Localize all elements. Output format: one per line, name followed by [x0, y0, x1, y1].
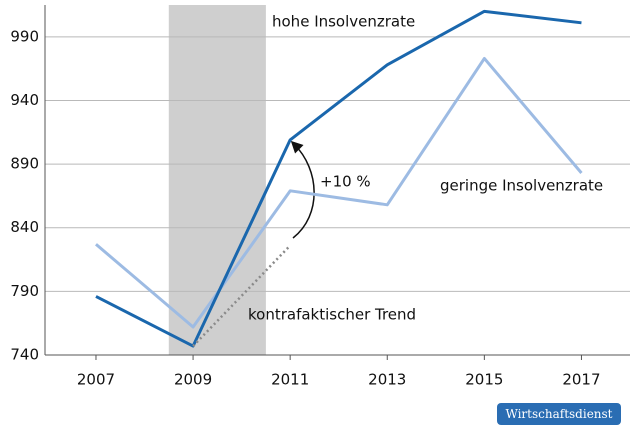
line — [95, 9, 582, 348]
x-tick-label: 2009 — [174, 371, 212, 389]
series-label: geringe Insolvenzrate — [440, 177, 603, 195]
series-label: hohe Insolvenzrate — [272, 13, 415, 31]
annotation: +10 % — [320, 173, 371, 191]
y-tick-label: 890 — [10, 155, 39, 173]
source-badge — [497, 403, 621, 425]
series-label: kontrafaktischer Trend — [248, 306, 416, 324]
x-tick-label: 2015 — [465, 371, 503, 389]
y-tick-label: 790 — [10, 282, 39, 300]
y-tick-label: 740 — [10, 346, 39, 364]
shade — [168, 5, 266, 355]
line — [95, 56, 583, 329]
line — [192, 244, 292, 347]
y-tick-label: 990 — [10, 27, 39, 45]
x-tick-label: 2017 — [562, 371, 600, 389]
y-tick-label: 840 — [10, 218, 39, 236]
arrow — [290, 140, 315, 239]
x-tick-label: 2007 — [77, 371, 115, 389]
y-tick-label: 940 — [10, 91, 39, 109]
x-tick-label: 2011 — [271, 371, 309, 389]
source: Wirtschaftsdienst — [505, 407, 612, 421]
x-tick-label: 2013 — [368, 371, 406, 389]
